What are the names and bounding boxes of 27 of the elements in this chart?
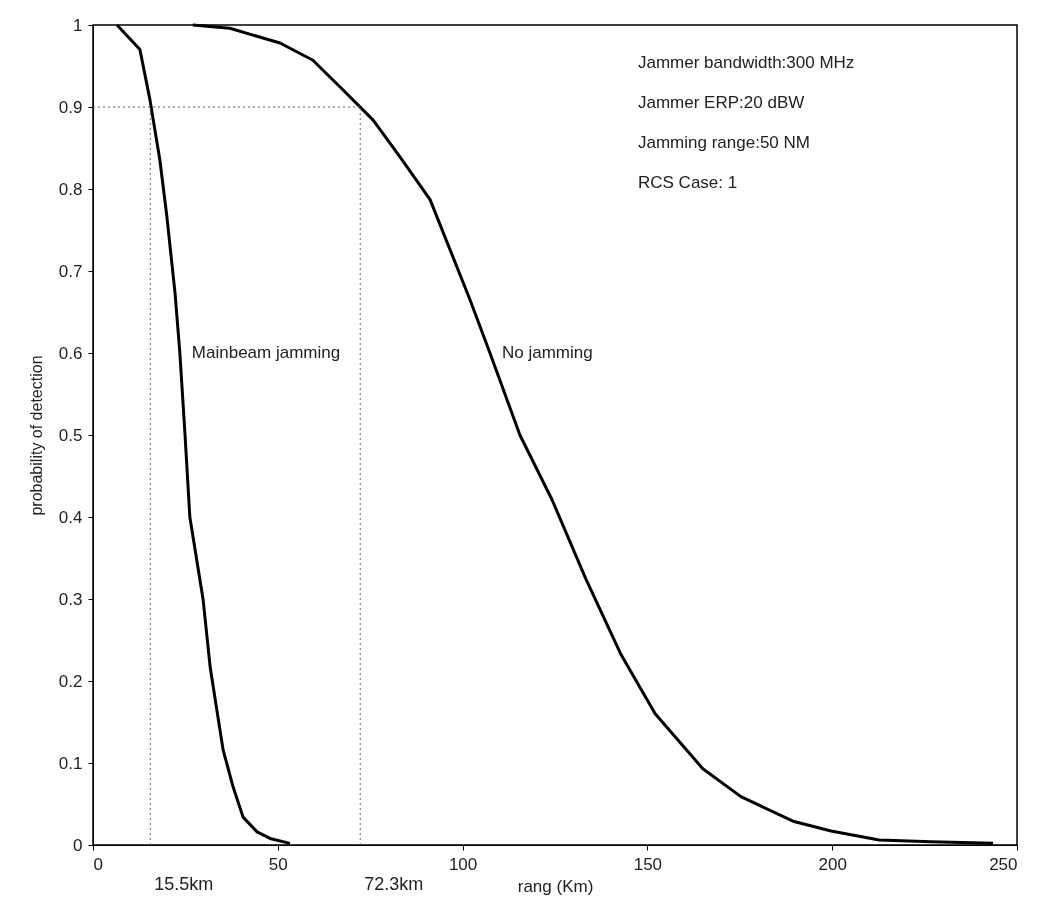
x-axis-title: rang (Km) (517, 876, 594, 896)
y-tick-label: 0 (73, 835, 83, 855)
y-tick-label: 1 (73, 15, 83, 35)
x-tick-label: 0 (93, 854, 103, 874)
y-axis-title: probability of detection (27, 355, 45, 516)
y-tick-label: 0.3 (58, 589, 83, 609)
annotation: Jammer bandwidth:300 MHz (638, 53, 855, 72)
ref-line-label: 72.3km (364, 874, 424, 894)
y-tick-label: 0.4 (58, 507, 83, 527)
x-tick-label: 200 (818, 854, 847, 874)
y-tick-label: 0.9 (58, 97, 83, 117)
annotation: Jamming range:50 NM (638, 133, 810, 152)
x-tick-label: 250 (989, 854, 1018, 874)
y-tick-label: 0.1 (58, 753, 83, 773)
x-tick-label: 150 (633, 854, 663, 874)
ref-line-label: 15.5km (154, 874, 214, 894)
y-tick-label: 0.8 (58, 179, 83, 199)
series-label: Mainbeam jamming (191, 343, 341, 362)
series-label: No jamming (501, 343, 593, 362)
annotation: RCS Case: 1 (638, 173, 738, 192)
y-tick-label: 0.7 (58, 261, 83, 281)
y-tick-label: 0.5 (58, 425, 83, 445)
y-tick-label: 0.6 (58, 343, 83, 363)
x-tick-label: 50 (268, 854, 288, 874)
y-tick-label: 0.2 (58, 671, 83, 691)
annotation: Jammer ERP:20 dBW (638, 93, 805, 112)
x-tick-label: 100 (448, 854, 478, 874)
